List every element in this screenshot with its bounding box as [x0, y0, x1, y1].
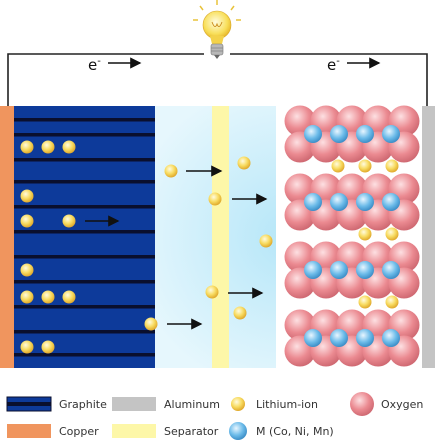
- legend-lithium-ion-label: Lithium-ion: [256, 398, 318, 411]
- graphite-layer-line: [14, 133, 155, 137]
- lithium-ion: [209, 193, 222, 206]
- lithium-ion: [165, 165, 178, 178]
- electron-label-right: e-: [327, 56, 340, 74]
- legend-metal-label: M (Co, Ni, Mn): [256, 425, 334, 438]
- metal-atom: [382, 193, 400, 211]
- metal-atom: [356, 193, 374, 211]
- lithium-ion: [42, 141, 55, 154]
- lithium-ion: [21, 141, 34, 154]
- lithium-ion: [42, 291, 55, 304]
- lithium-ion: [63, 215, 76, 228]
- graphite-layer-line: [14, 255, 155, 259]
- lithium-ion: [206, 286, 219, 299]
- metal-atom: [382, 329, 400, 347]
- metal-atom: [304, 329, 322, 347]
- lithium-ion: [21, 341, 34, 354]
- metal-atom: [356, 125, 374, 143]
- lithium-ion: [63, 141, 76, 154]
- lithium-ion: [359, 296, 372, 309]
- electron-label-left: e-: [88, 56, 101, 74]
- metal-atom: [382, 125, 400, 143]
- graphite-layer-line: [14, 158, 155, 162]
- legend-copper: Copper: [7, 424, 99, 438]
- lithium-ion: [359, 160, 372, 173]
- metal-atom: [330, 193, 348, 211]
- metal-atom: [330, 329, 348, 347]
- legend-graphite-label: Graphite: [59, 398, 107, 411]
- lithium-ion: [234, 307, 247, 320]
- lithium-ion: [21, 215, 34, 228]
- metal-atom: [304, 193, 322, 211]
- metal-atom: [356, 261, 374, 279]
- lithium-ion: [21, 291, 34, 304]
- graphite-layer-line: [14, 330, 155, 334]
- legend-graphite: Graphite: [7, 397, 107, 411]
- legend-lithium-ion: Lithium-ion: [231, 397, 318, 411]
- legend-aluminum-label: Aluminum: [164, 398, 220, 411]
- graphite-layer-line: [14, 305, 155, 309]
- legend-oxygen-label: Oxygen: [381, 398, 423, 411]
- aluminum-collector: [422, 106, 435, 368]
- separator: [212, 106, 229, 368]
- metal-atom: [330, 261, 348, 279]
- metal-atom: [356, 329, 374, 347]
- graphite-layer-line: [14, 353, 155, 357]
- graphite-layer-line: [14, 280, 155, 284]
- legend-oxygen: Oxygen: [350, 392, 423, 416]
- metal-atom: [330, 125, 348, 143]
- graphite-layer-line: [14, 205, 155, 209]
- lithium-ion: [238, 157, 251, 170]
- lithium-ion: [21, 190, 34, 203]
- graphite-anode: [14, 106, 155, 368]
- legend-metal: M (Co, Ni, Mn): [229, 422, 334, 440]
- lithium-ion: [386, 160, 399, 173]
- lithium-ion: [42, 341, 55, 354]
- legend-separator: Separator: [112, 424, 219, 438]
- metal-atom: [304, 261, 322, 279]
- lithium-ion: [386, 228, 399, 241]
- light-bulb-icon: [193, 0, 241, 59]
- legend-separator-label: Separator: [164, 425, 219, 438]
- lithium-ion: [332, 160, 345, 173]
- copper-collector: [0, 106, 14, 368]
- lithium-ion: [260, 235, 273, 248]
- lithium-ion: [145, 318, 158, 331]
- metal-atom: [304, 125, 322, 143]
- graphite-layer-line: [14, 180, 155, 184]
- lithium-ion: [359, 228, 372, 241]
- metal-atom: [382, 261, 400, 279]
- graphite-layer-line: [14, 118, 155, 122]
- lithium-ion: [63, 291, 76, 304]
- lithium-ion: [386, 296, 399, 309]
- legend-copper-label: Copper: [59, 425, 99, 438]
- circuit-wire: [8, 54, 427, 106]
- lithium-ion: [21, 264, 34, 277]
- graphite-layer-line: [14, 230, 155, 234]
- legend: Graphite Aluminum Lithium-ion Oxygen Cop…: [7, 392, 423, 440]
- legend-aluminum: Aluminum: [112, 397, 220, 411]
